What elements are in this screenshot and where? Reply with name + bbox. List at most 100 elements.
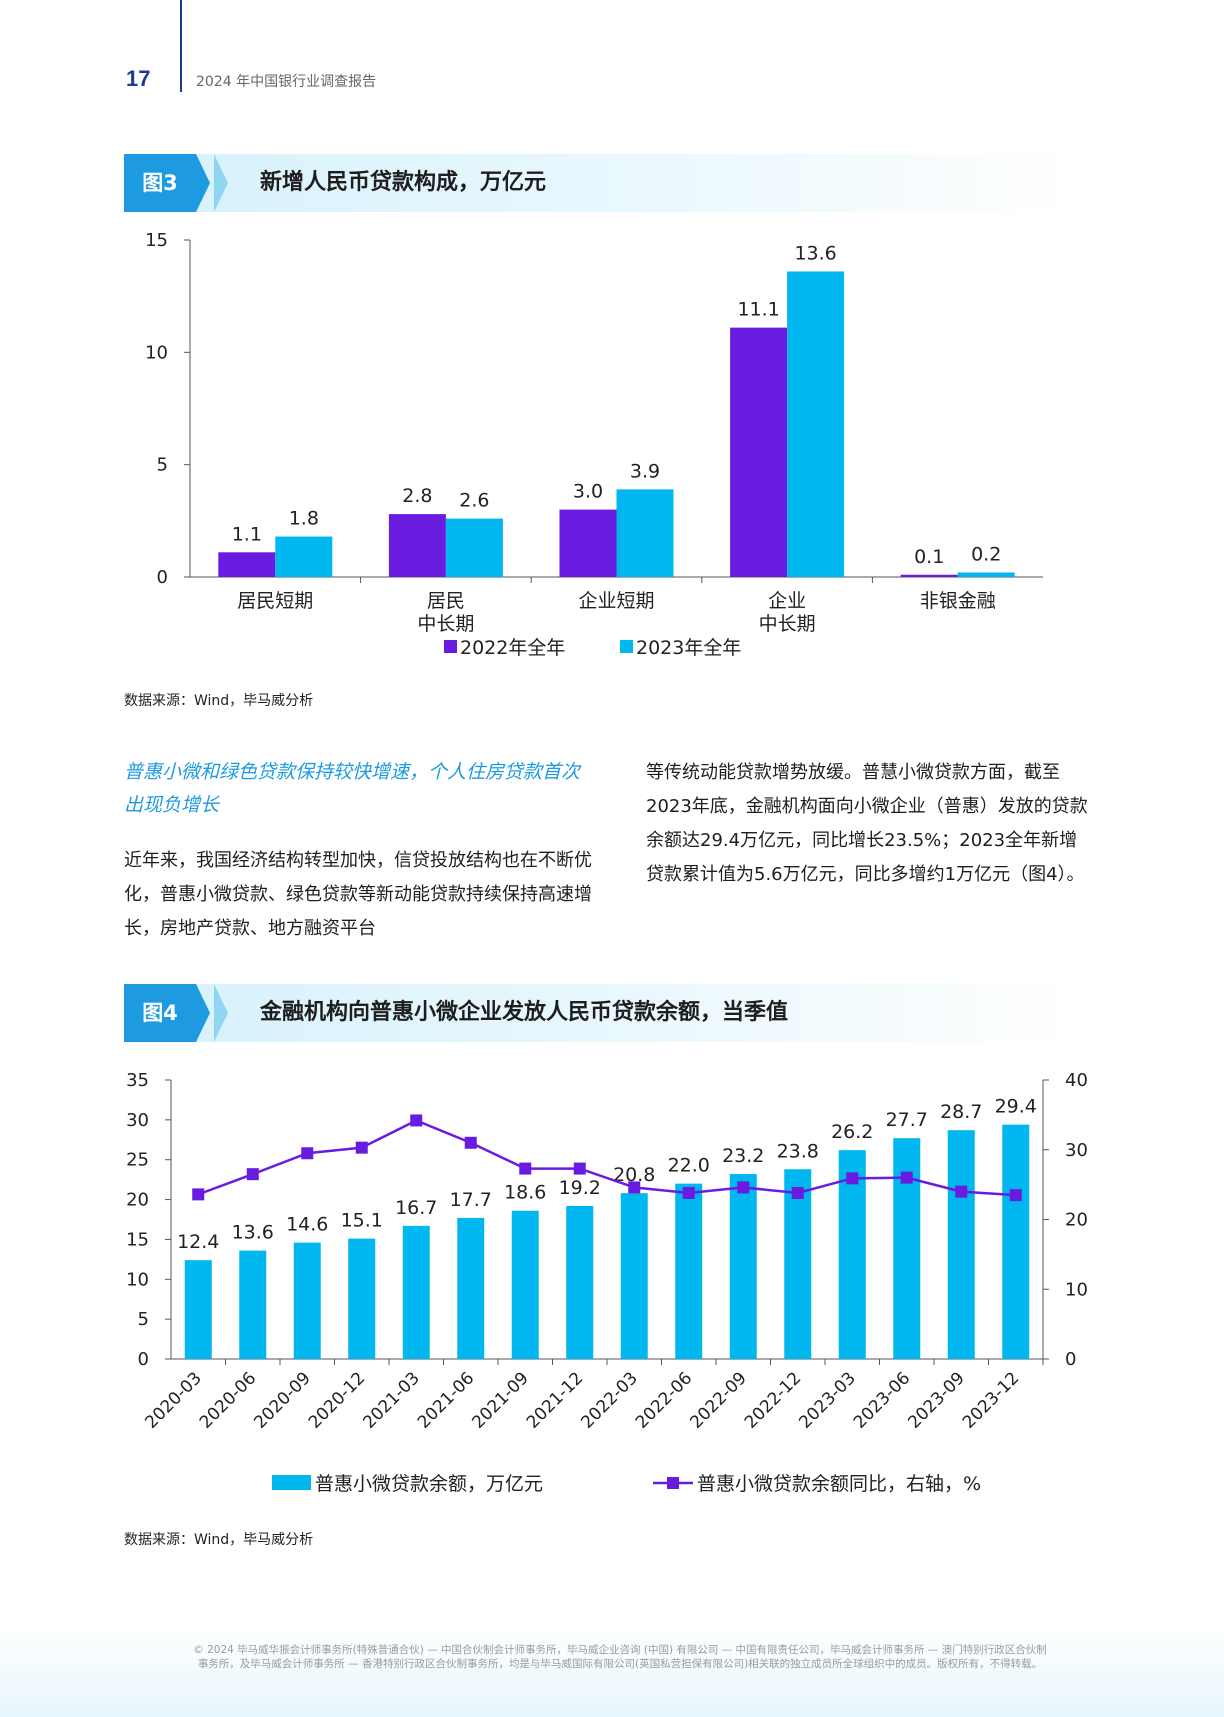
x-category-label: 非银金融 — [920, 590, 996, 612]
bar-value-label: 1.8 — [289, 508, 319, 530]
bar-value-label: 12.4 — [177, 1231, 219, 1253]
bar — [218, 552, 276, 577]
section-subheading: 普惠小微和绿色贷款保持较快增速，个人住房贷款首次出现负增长 — [124, 761, 581, 816]
line-point-marker — [737, 1181, 750, 1194]
y-tick-label: 15 — [145, 230, 168, 251]
line-point-marker — [955, 1185, 968, 1198]
x-category-label: 2022-09 — [686, 1368, 750, 1432]
legend-label: 2023年全年 — [636, 637, 741, 659]
right-y-tick-label: 20 — [1065, 1210, 1088, 1231]
x-category-label: 2023-12 — [959, 1368, 1023, 1432]
figure3-title: 新增人民币贷款构成，万亿元 — [260, 170, 547, 195]
left-y-tick-label: 10 — [126, 1269, 149, 1290]
right-y-tick-label: 30 — [1065, 1140, 1088, 1161]
y-tick-label: 0 — [157, 567, 168, 588]
x-category-label: 2021-06 — [414, 1368, 478, 1432]
legend-swatch-bar — [272, 1475, 311, 1490]
y-tick-label: 10 — [145, 342, 168, 363]
line-point-marker — [791, 1186, 804, 1199]
x-category-label: 2021-12 — [523, 1368, 587, 1432]
figure4-title: 金融机构向普惠小微企业发放人民币贷款余额，当季值 — [260, 1000, 789, 1025]
line-point-marker — [628, 1181, 641, 1194]
x-category-label: 居民短期 — [237, 590, 313, 612]
bar-value-label: 28.7 — [940, 1101, 982, 1123]
left-y-tick-label: 5 — [138, 1309, 149, 1330]
chevron-right-icon — [214, 154, 228, 212]
body-paragraph-left: 近年来，我国经济结构转型加快，信贷投放结构也在不断优化，普惠小微贷款、绿色贷款等… — [124, 850, 592, 939]
page-number: 17 — [126, 66, 151, 91]
header-divider — [180, 0, 182, 92]
line-point-marker — [519, 1162, 532, 1175]
figure3-banner: 图3 新增人民币贷款构成，万亿元 — [124, 154, 1080, 212]
x-category-label: 2023-03 — [795, 1368, 859, 1432]
bar — [729, 1174, 757, 1359]
line-point-marker — [900, 1171, 913, 1184]
bar-value-label: 18.6 — [504, 1182, 546, 1204]
bar — [184, 1260, 212, 1359]
bar-value-label: 1.1 — [232, 523, 262, 545]
x-category-label: 2022-06 — [632, 1368, 696, 1432]
footer-copyright: © 2024 毕马威华振会计师事务所(特殊普通合伙) — 中国合伙制会计师事务所… — [193, 1644, 1047, 1670]
bar-value-label: 14.6 — [286, 1214, 328, 1236]
legend-label-bar: 普惠小微贷款余额，万亿元 — [315, 1473, 543, 1495]
line-point-marker — [1009, 1189, 1022, 1202]
left-y-tick-label: 0 — [138, 1349, 149, 1370]
bar — [787, 271, 845, 577]
bar — [457, 1217, 485, 1359]
bar-value-label: 13.6 — [794, 242, 836, 264]
line-point-marker — [464, 1136, 477, 1149]
bar — [566, 1205, 594, 1359]
left-y-tick-label: 30 — [126, 1110, 149, 1131]
bar — [675, 1183, 703, 1359]
x-category-label: 2020-03 — [141, 1368, 205, 1432]
bar — [893, 1138, 921, 1359]
bar — [900, 574, 958, 577]
x-category-label: 2023-06 — [850, 1368, 914, 1432]
x-category-label: 2021-09 — [468, 1368, 532, 1432]
bar — [559, 509, 617, 577]
badge-arrow-icon — [196, 154, 210, 212]
bar-value-label: 13.6 — [232, 1222, 274, 1244]
yoy-growth-line — [197, 1119, 1016, 1197]
left-y-tick-label: 35 — [126, 1070, 149, 1091]
x-category-label: 居民 — [427, 590, 465, 612]
line-point-marker — [301, 1147, 314, 1160]
badge-arrow-icon — [196, 984, 210, 1042]
bar-value-label: 3.0 — [573, 481, 603, 503]
footer-band — [0, 1624, 1224, 1717]
legend-label-line: 普惠小微贷款余额同比，右轴，% — [697, 1473, 981, 1495]
line-point-marker — [573, 1162, 586, 1175]
right-y-tick-label: 10 — [1065, 1279, 1088, 1300]
line-point-marker — [355, 1141, 368, 1154]
body-paragraph-right: 等传统动能贷款增势放缓。普慧小微贷款方面，截至2023年底，金融机构面向小微企业… — [646, 762, 1088, 885]
bar-value-label: 2.8 — [402, 485, 432, 507]
bar-value-label: 11.1 — [737, 299, 779, 321]
bar-value-label: 17.7 — [450, 1189, 492, 1211]
y-tick-label: 5 — [157, 455, 168, 476]
bar — [511, 1210, 539, 1359]
bar-value-label: 23.8 — [777, 1140, 819, 1162]
bar — [1002, 1124, 1030, 1359]
legend-label: 2022年全年 — [460, 637, 565, 659]
bar — [348, 1238, 376, 1359]
bar — [620, 1193, 648, 1359]
bar-value-label: 0.2 — [971, 544, 1001, 566]
x-category-label: 中长期 — [759, 613, 816, 635]
left-y-tick-label: 15 — [126, 1229, 149, 1250]
line-point-marker — [846, 1172, 859, 1185]
x-category-label: 2022-03 — [577, 1368, 641, 1432]
bar — [388, 514, 446, 577]
figure3-source: 数据来源：Wind，毕马威分析 — [124, 693, 314, 709]
bar-value-label: 3.9 — [630, 460, 660, 482]
bar — [293, 1242, 321, 1359]
x-category-label: 2020-09 — [250, 1368, 314, 1432]
bar-value-label: 16.7 — [395, 1197, 437, 1219]
bar-value-label: 15.1 — [341, 1210, 383, 1232]
bar-value-label: 26.2 — [831, 1121, 873, 1143]
figure4-badge: 图4 — [124, 984, 196, 1042]
right-y-tick-label: 40 — [1065, 1070, 1088, 1091]
bar-value-label: 23.2 — [722, 1145, 764, 1167]
legend-marker-line — [667, 1477, 679, 1489]
bar — [275, 536, 333, 577]
